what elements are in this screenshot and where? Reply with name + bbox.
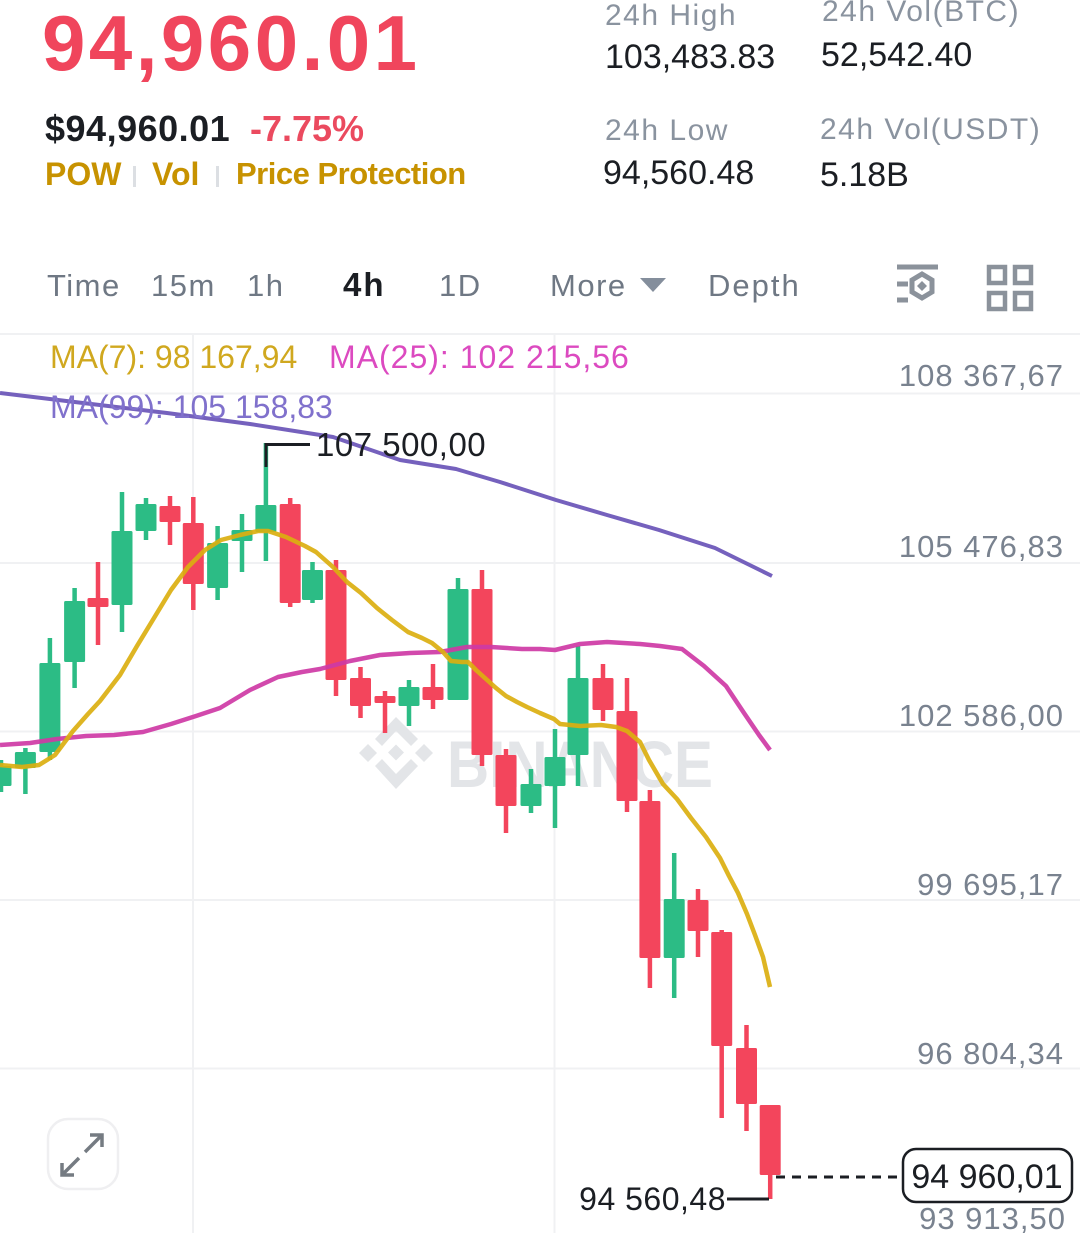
svg-text:96 804,34: 96 804,34 (917, 1036, 1064, 1071)
svg-text:93 913,50: 93 913,50 (919, 1201, 1066, 1233)
svg-text:105 476,83: 105 476,83 (899, 529, 1064, 564)
svg-text:94 960,01: 94 960,01 (911, 1158, 1062, 1196)
svg-text:107 500,00: 107 500,00 (316, 426, 486, 463)
svg-text:102 586,00: 102 586,00 (899, 698, 1064, 733)
svg-text:108 367,67: 108 367,67 (899, 358, 1064, 393)
svg-text:94 560,48: 94 560,48 (579, 1181, 726, 1217)
svg-text:99 695,17: 99 695,17 (917, 867, 1064, 902)
